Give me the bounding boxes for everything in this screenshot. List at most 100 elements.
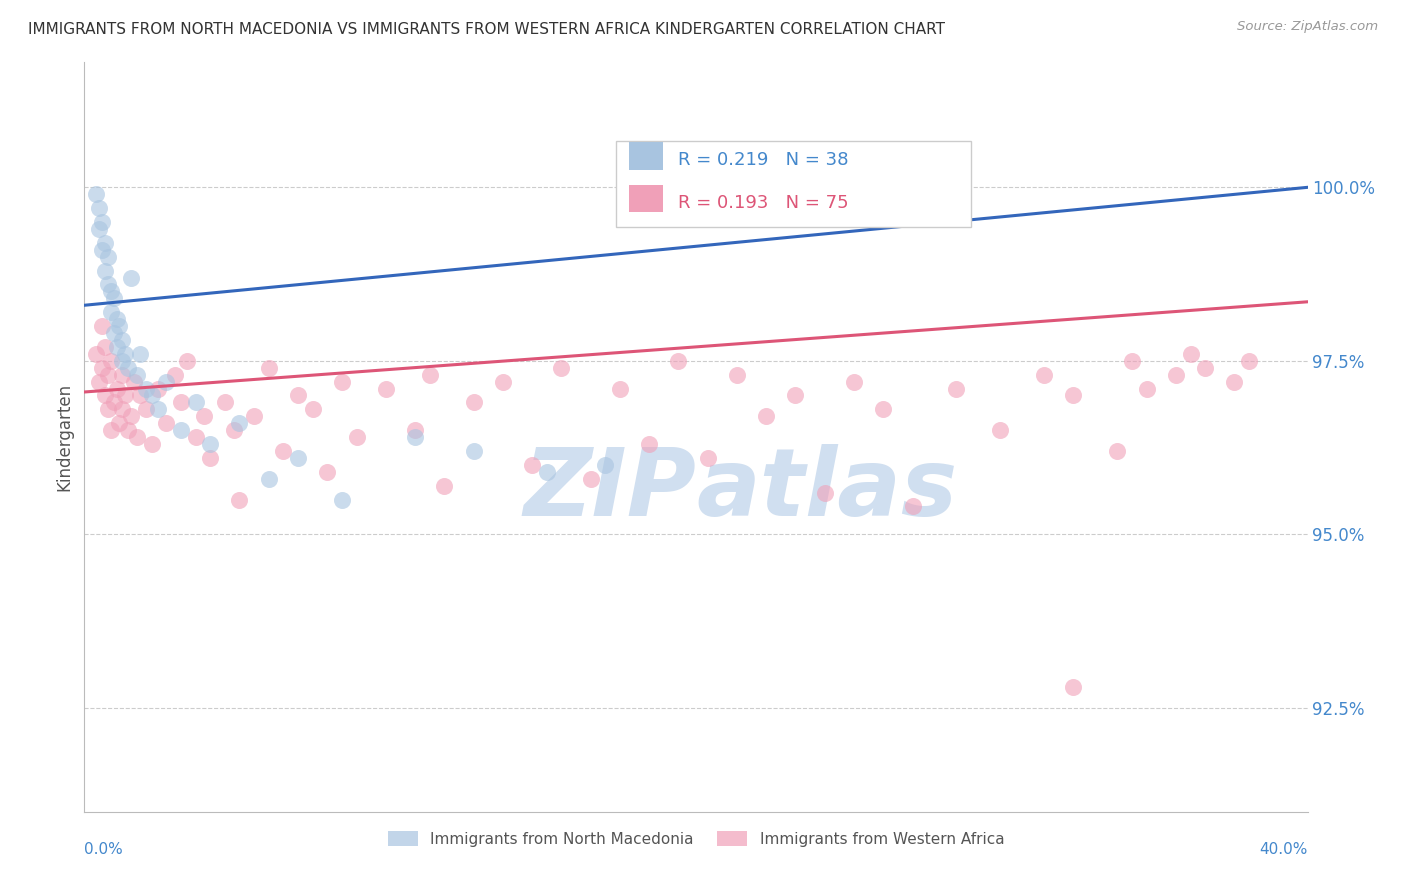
Point xyxy=(84,347,107,361)
Point xyxy=(433,478,456,492)
Point xyxy=(87,222,110,236)
Point xyxy=(374,382,396,396)
Point xyxy=(184,395,207,409)
Point xyxy=(120,270,142,285)
Point xyxy=(463,395,485,409)
Point xyxy=(419,368,441,382)
Point xyxy=(94,340,117,354)
Point xyxy=(90,243,112,257)
Text: R = 0.193   N = 75: R = 0.193 N = 75 xyxy=(678,194,848,211)
Point xyxy=(111,402,134,417)
Legend: Immigrants from North Macedonia, Immigrants from Western Africa: Immigrants from North Macedonia, Immigra… xyxy=(381,824,1011,853)
Point xyxy=(404,430,426,444)
Point xyxy=(287,388,309,402)
Point xyxy=(87,375,110,389)
Point xyxy=(520,458,543,472)
Point xyxy=(1164,368,1187,382)
Text: R = 0.219   N = 38: R = 0.219 N = 38 xyxy=(678,151,848,169)
Y-axis label: Kindergarten: Kindergarten xyxy=(55,383,73,491)
Point xyxy=(146,382,169,396)
Point xyxy=(135,382,157,396)
Point xyxy=(120,409,142,424)
Point xyxy=(988,423,1011,437)
Point xyxy=(579,472,602,486)
Point xyxy=(668,353,690,368)
Point xyxy=(100,305,122,319)
Point xyxy=(1237,353,1260,368)
Point xyxy=(273,444,295,458)
Point xyxy=(725,368,748,382)
Point xyxy=(90,215,112,229)
Point xyxy=(1062,680,1084,694)
Point xyxy=(593,458,616,472)
Point xyxy=(108,416,131,430)
Point xyxy=(872,402,894,417)
Point xyxy=(103,291,125,305)
Point xyxy=(638,437,661,451)
Point xyxy=(214,395,236,409)
Point xyxy=(90,319,112,334)
Point xyxy=(97,368,120,382)
Point xyxy=(100,353,122,368)
Point xyxy=(90,360,112,375)
Point xyxy=(901,500,924,514)
Point xyxy=(492,375,515,389)
Point xyxy=(117,360,139,375)
Point xyxy=(1223,375,1246,389)
Point xyxy=(129,388,152,402)
Point xyxy=(257,472,280,486)
Text: 0.0%: 0.0% xyxy=(84,842,124,856)
FancyBboxPatch shape xyxy=(628,185,664,212)
Point xyxy=(316,465,339,479)
Point xyxy=(103,326,125,340)
Point xyxy=(228,416,250,430)
Point xyxy=(103,395,125,409)
Point xyxy=(105,312,128,326)
Point xyxy=(1121,353,1143,368)
Text: Source: ZipAtlas.com: Source: ZipAtlas.com xyxy=(1237,20,1378,33)
Text: 40.0%: 40.0% xyxy=(1260,842,1308,856)
Point xyxy=(1194,360,1216,375)
Point xyxy=(111,368,134,382)
Point xyxy=(257,360,280,375)
Point xyxy=(146,402,169,417)
Point xyxy=(330,492,353,507)
Point xyxy=(108,319,131,334)
FancyBboxPatch shape xyxy=(628,143,664,169)
Point xyxy=(155,375,177,389)
Point xyxy=(198,437,221,451)
Point xyxy=(287,450,309,465)
Point xyxy=(463,444,485,458)
Point xyxy=(105,382,128,396)
Point xyxy=(94,388,117,402)
Point xyxy=(536,465,558,479)
Text: atlas: atlas xyxy=(696,443,957,535)
Point xyxy=(114,347,136,361)
Point xyxy=(228,492,250,507)
Point xyxy=(1136,382,1159,396)
Point xyxy=(111,353,134,368)
Point xyxy=(84,187,107,202)
Point xyxy=(94,235,117,250)
Point xyxy=(1180,347,1202,361)
Point xyxy=(243,409,266,424)
Point xyxy=(100,423,122,437)
Point xyxy=(97,250,120,264)
Point xyxy=(87,201,110,215)
Point xyxy=(330,375,353,389)
Point xyxy=(184,430,207,444)
Point xyxy=(94,263,117,277)
Point xyxy=(117,423,139,437)
Point xyxy=(105,340,128,354)
Point xyxy=(198,450,221,465)
Point xyxy=(222,423,245,437)
Point xyxy=(176,353,198,368)
Point xyxy=(755,409,778,424)
FancyBboxPatch shape xyxy=(616,141,972,227)
Point xyxy=(696,450,718,465)
Point xyxy=(170,395,193,409)
Point xyxy=(404,423,426,437)
Point xyxy=(609,382,631,396)
Point xyxy=(814,485,837,500)
Point xyxy=(111,333,134,347)
